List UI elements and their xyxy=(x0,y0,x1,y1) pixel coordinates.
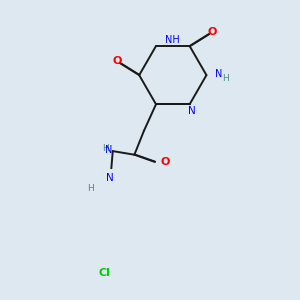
Text: O: O xyxy=(161,157,170,167)
Text: O: O xyxy=(112,56,122,66)
Text: N: N xyxy=(215,69,222,79)
Text: H: H xyxy=(102,144,109,153)
Text: O: O xyxy=(207,27,216,37)
Text: N: N xyxy=(106,173,113,183)
Text: H: H xyxy=(222,74,229,83)
Text: H: H xyxy=(87,184,94,193)
Text: N: N xyxy=(105,145,113,155)
Text: NH: NH xyxy=(165,35,180,45)
Text: N: N xyxy=(188,106,196,116)
Text: Cl: Cl xyxy=(99,268,111,278)
